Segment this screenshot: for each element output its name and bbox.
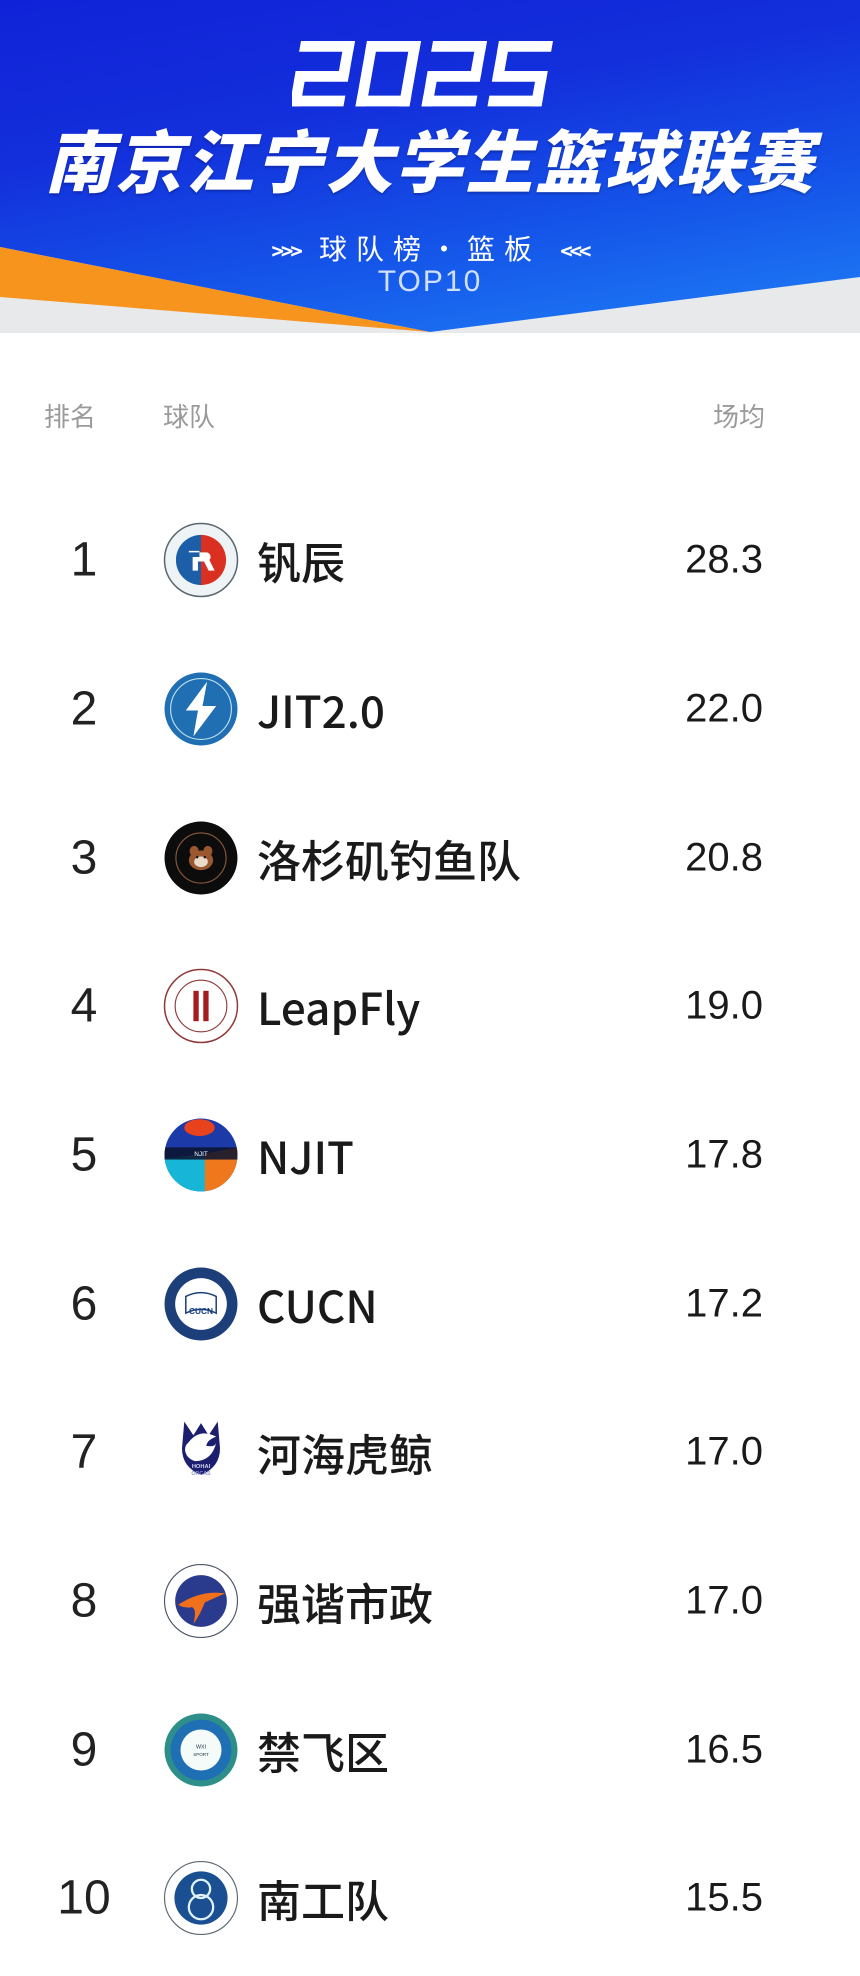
svg-text:SPORT: SPORT [193,1752,209,1757]
svg-text:ORCAS: ORCAS [191,1471,211,1477]
svg-text:WXI: WXI [196,1744,206,1750]
svg-text:HOHAI: HOHAI [192,1464,211,1470]
svg-text:CUCN: CUCN [189,1306,213,1316]
svg-text:NJIT: NJIT [194,1151,208,1158]
